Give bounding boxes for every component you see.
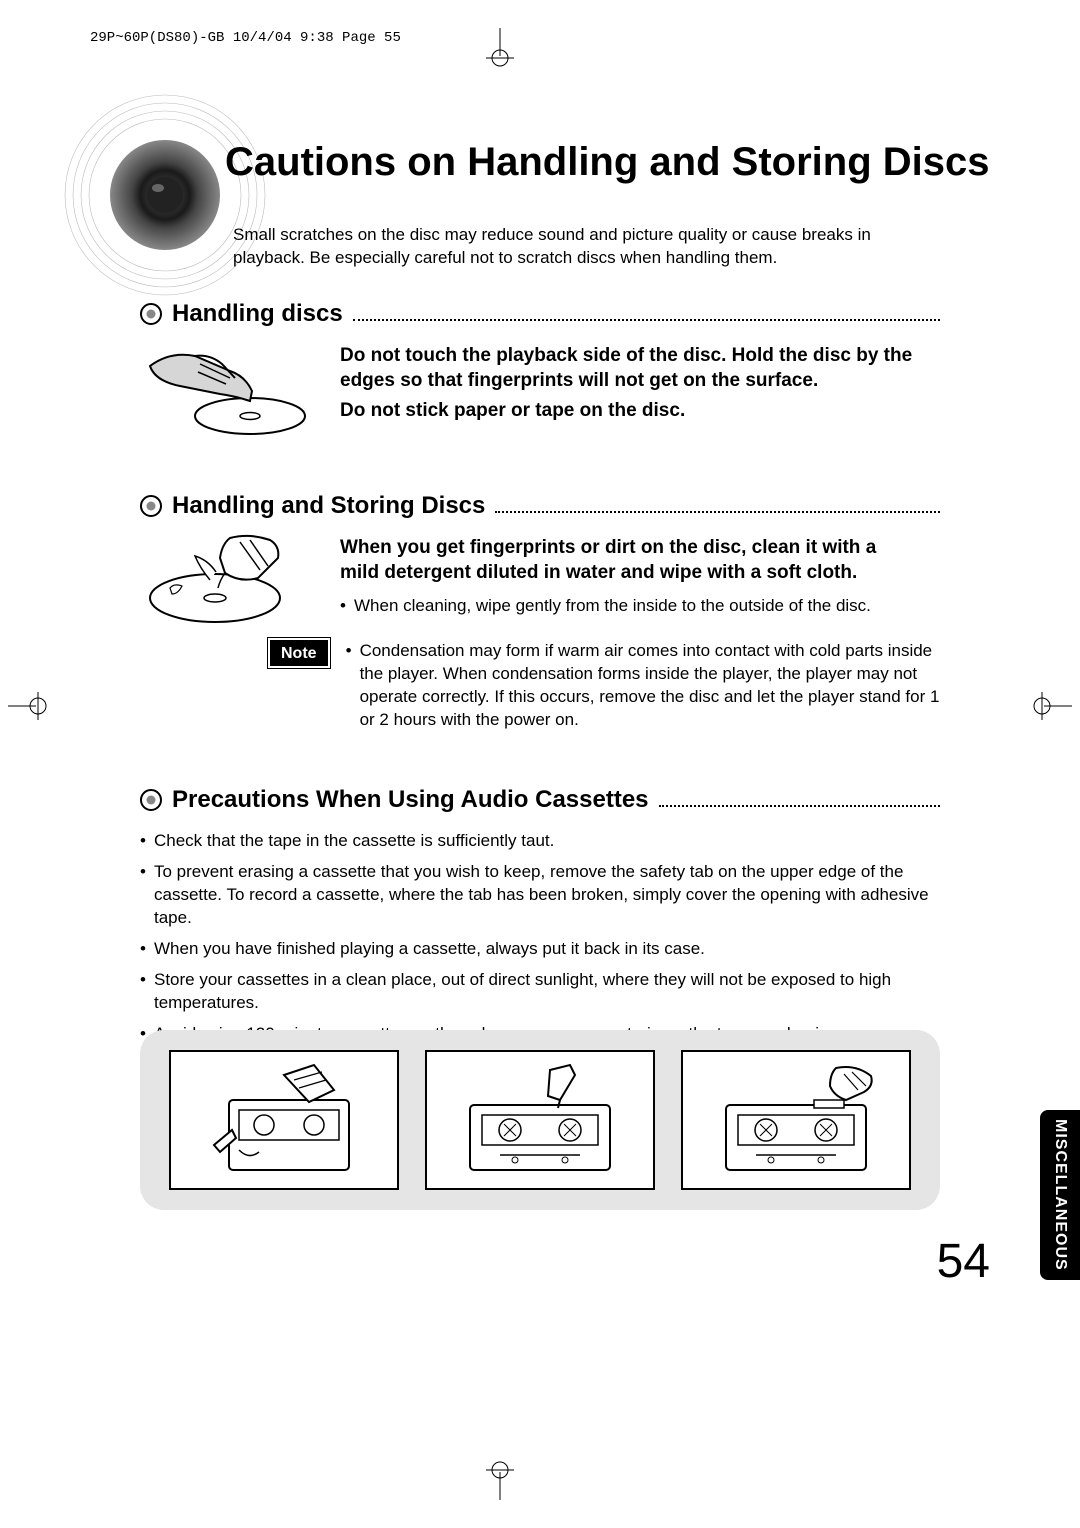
list-item: When you have finished playing a cassett… (140, 938, 950, 961)
print-header: 29P~60P(DS80)-GB 10/4/04 9:38 Page 55 (90, 30, 401, 46)
section-para: Do not touch the playback side of the di… (340, 344, 920, 393)
section-para: Do not stick paper or tape on the disc. (340, 399, 920, 424)
section-cassettes: Precautions When Using Audio Cassettes C… (140, 786, 940, 1054)
section-para: When you get fingerprints or dirt on the… (340, 536, 920, 585)
dotted-rule (353, 307, 940, 321)
cassette-illustration-panel (140, 1030, 940, 1210)
page-number: 54 (937, 1234, 990, 1289)
note-text: Condensation may form if warm air comes … (346, 640, 940, 732)
dotted-rule (659, 793, 940, 807)
hand-disc-illustration (140, 336, 310, 446)
section-title: Handling discs (172, 300, 343, 328)
crop-mark-right (1032, 686, 1072, 726)
note-badge: Note (270, 640, 328, 666)
list-item: Check that the tape in the cassette is s… (140, 830, 950, 853)
page-title: Cautions on Handling and Storing Discs (225, 140, 989, 185)
crop-mark-bottom (480, 1460, 520, 1500)
list-item: Store your cassettes in a clean place, o… (140, 969, 950, 1015)
section-title: Handling and Storing Discs (172, 492, 485, 520)
section-tab: MISCELLANEOUS (1040, 1110, 1080, 1280)
clean-disc-illustration (140, 528, 310, 628)
intro-paragraph: Small scratches on the disc may reduce s… (233, 224, 898, 270)
dotted-rule (495, 499, 940, 513)
crop-mark-left (8, 686, 48, 726)
bullet-icon (140, 789, 162, 811)
cassette-frame (681, 1050, 911, 1190)
bullet-icon (140, 303, 162, 325)
crop-mark-top (480, 28, 520, 68)
list-item: When cleaning, wipe gently from the insi… (340, 595, 920, 618)
section-tab-label: MISCELLANEOUS (1051, 1119, 1069, 1271)
cassette-frame (425, 1050, 655, 1190)
bullet-icon (140, 495, 162, 517)
cassette-frame (169, 1050, 399, 1190)
section-title: Precautions When Using Audio Cassettes (172, 786, 649, 814)
list-item: To prevent erasing a cassette that you w… (140, 861, 950, 930)
